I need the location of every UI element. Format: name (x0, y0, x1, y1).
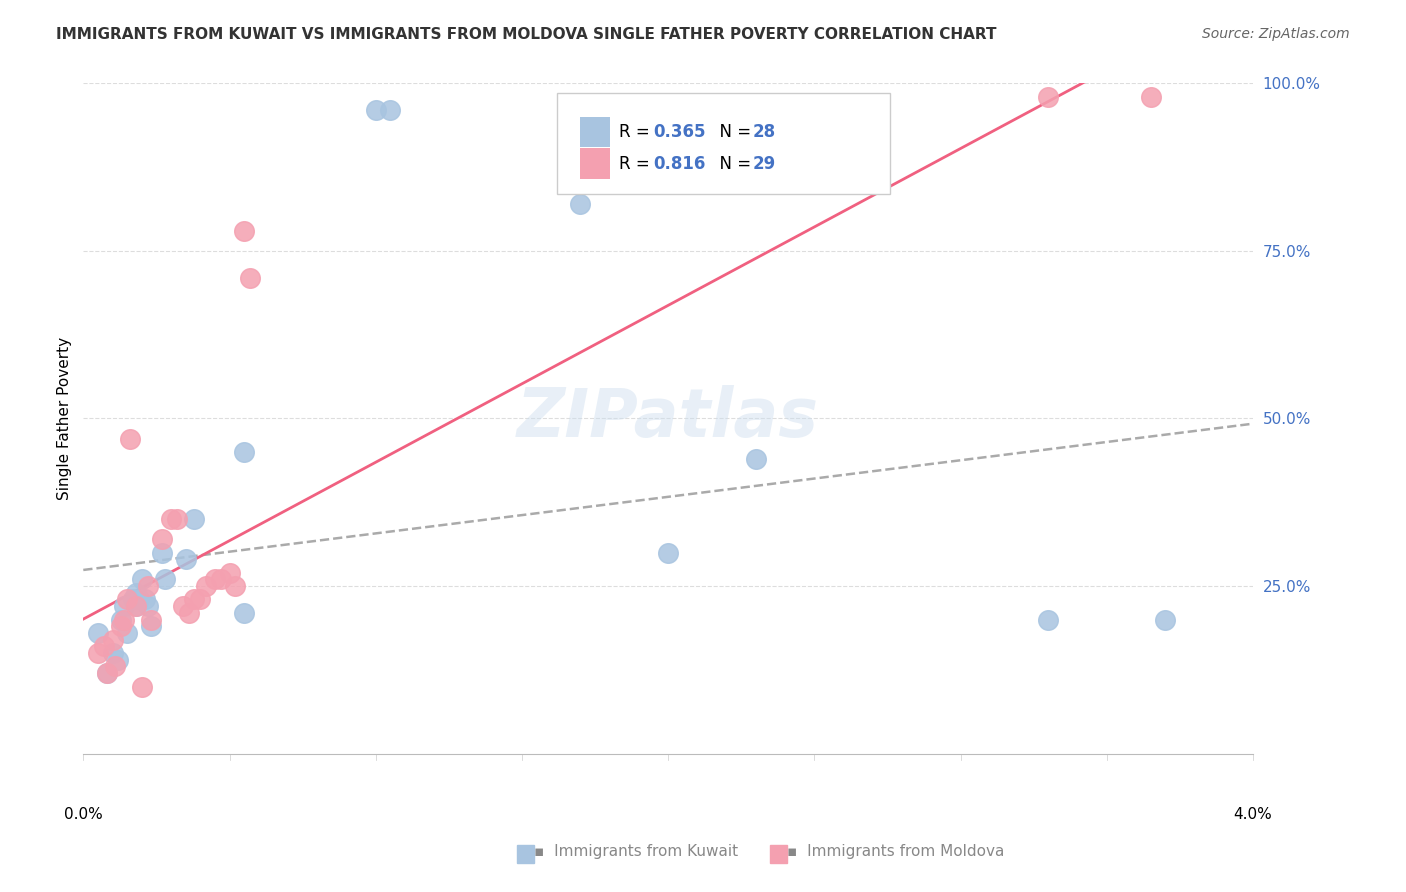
Point (110, 619, 132, 633)
Point (128, 592, 150, 607)
Point (745, 451, 768, 466)
Point (101, 646, 124, 660)
FancyBboxPatch shape (557, 94, 890, 194)
Point (150, 532, 173, 546)
Point (101, 632, 124, 647)
Text: Source: ZipAtlas.com: Source: ZipAtlas.com (1202, 27, 1350, 41)
Point (1038, 90, 1060, 104)
Point (1038, 613, 1060, 627)
Point (1154, 613, 1177, 627)
Text: N =: N = (709, 155, 756, 173)
Point (233, 606, 256, 620)
Point (1139, 90, 1161, 104)
Point (125, 599, 148, 613)
Point (131, 680, 153, 694)
Text: ZIPatlas: ZIPatlas (517, 385, 820, 451)
Point (110, 613, 132, 627)
Point (657, 545, 679, 559)
Point (139, 613, 162, 627)
Point (174, 552, 197, 566)
Point (131, 572, 153, 586)
Point (87, 646, 110, 660)
Point (166, 512, 188, 526)
Point (112, 599, 135, 613)
Point (120, 432, 142, 446)
Point (87, 626, 110, 640)
Text: 29: 29 (752, 155, 776, 173)
Point (380, 103, 402, 118)
Text: ▪  Immigrants from Moldova: ▪ Immigrants from Moldova (787, 845, 1005, 859)
Point (96, 666, 118, 681)
Point (115, 626, 138, 640)
Point (115, 592, 138, 607)
Point (160, 512, 183, 526)
Text: N =: N = (709, 123, 756, 141)
Point (150, 545, 173, 559)
Point (136, 599, 159, 613)
Point (136, 579, 159, 593)
Point (218, 566, 240, 580)
Point (122, 592, 145, 607)
Point (364, 103, 387, 118)
Point (188, 592, 211, 607)
Point (96, 666, 118, 681)
Point (195, 579, 218, 593)
Text: 4.0%: 4.0% (1233, 807, 1272, 822)
Point (125, 599, 148, 613)
Point (153, 572, 176, 586)
Point (183, 512, 205, 526)
Point (209, 572, 232, 586)
Point (204, 572, 226, 586)
Text: R =: R = (619, 123, 655, 141)
Y-axis label: Single Father Poverty: Single Father Poverty (58, 337, 72, 500)
Point (183, 592, 205, 607)
Point (107, 653, 129, 667)
Text: 0.0%: 0.0% (63, 807, 103, 822)
Point (104, 659, 127, 673)
Point (569, 197, 592, 211)
Point (224, 579, 246, 593)
Point (233, 445, 256, 459)
Text: ▪  Immigrants from Kuwait: ▪ Immigrants from Kuwait (534, 845, 738, 859)
Point (112, 613, 135, 627)
Point (239, 270, 262, 285)
Point (177, 606, 200, 620)
FancyBboxPatch shape (581, 148, 610, 178)
Text: 0.365: 0.365 (652, 123, 706, 141)
Text: R =: R = (619, 155, 655, 173)
Point (139, 619, 162, 633)
Text: IMMIGRANTS FROM KUWAIT VS IMMIGRANTS FROM MOLDOVA SINGLE FATHER POVERTY CORRELAT: IMMIGRANTS FROM KUWAIT VS IMMIGRANTS FRO… (56, 27, 997, 42)
Text: 0.816: 0.816 (652, 155, 706, 173)
Point (233, 224, 256, 238)
Point (125, 585, 148, 599)
Point (172, 599, 194, 613)
Point (134, 592, 156, 607)
FancyBboxPatch shape (581, 117, 610, 147)
Text: 28: 28 (752, 123, 776, 141)
Point (93, 640, 115, 654)
